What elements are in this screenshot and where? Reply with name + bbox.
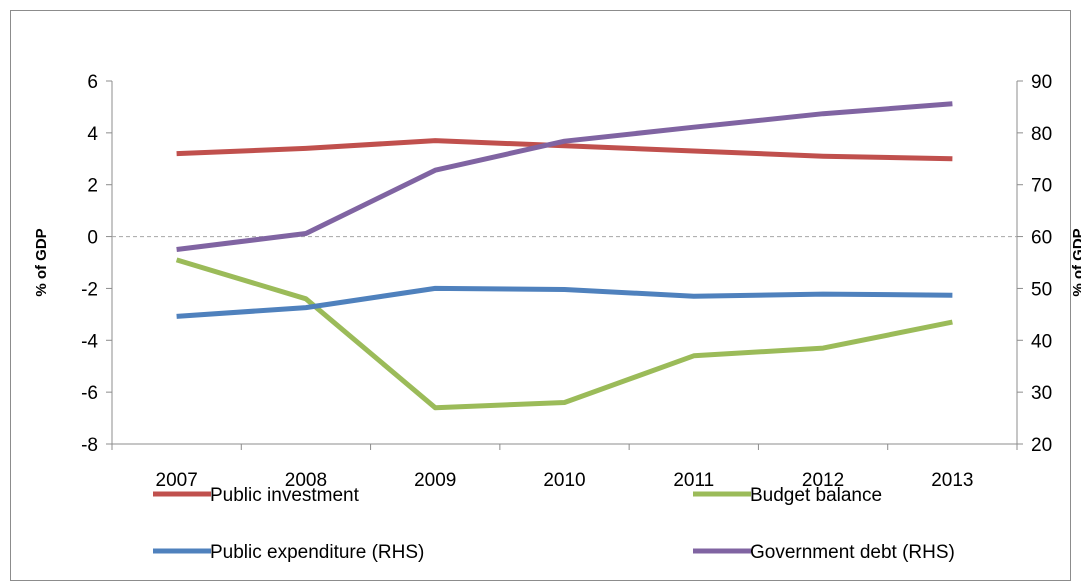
- right-tick-label: 40: [1031, 331, 1052, 352]
- right-tick-label: 20: [1031, 435, 1052, 456]
- x-tick-label: 2010: [543, 470, 585, 491]
- x-tick-label: 2008: [285, 470, 327, 491]
- x-tick-label: 2011: [673, 470, 714, 491]
- legend-label-budget-balance: Budget balance: [750, 485, 882, 506]
- right-tick-label: 30: [1031, 383, 1052, 404]
- right-tick-label: 90: [1031, 72, 1052, 93]
- x-tick-label: 2013: [931, 470, 973, 491]
- legend-label-public-expenditure-rhs: Public expenditure (RHS): [210, 542, 424, 563]
- left-tick-label: -6: [81, 383, 98, 404]
- legend-label-public-investment: Public investment: [210, 485, 360, 506]
- series-line-budget-balance: [175, 257, 953, 411]
- right-tick-label: 60: [1031, 228, 1052, 249]
- left-tick-label: -8: [81, 435, 98, 456]
- left-axis-title: % of GDP: [33, 228, 50, 296]
- right-tick-label: 70: [1031, 176, 1052, 197]
- x-tick-label: 2009: [414, 470, 456, 491]
- x-tick-label: 2012: [802, 470, 844, 491]
- legend-label-government-debt-rhs: Government debt (RHS): [750, 542, 955, 563]
- right-tick-label: 50: [1031, 279, 1052, 300]
- left-tick-label: 0: [87, 228, 98, 249]
- series-line-public-expenditure-rhs: [176, 285, 953, 319]
- left-tick-label: -2: [81, 279, 98, 300]
- series-line-public-investment: [176, 138, 953, 162]
- left-tick-label: 2: [87, 176, 98, 197]
- plot-area: -8 -6 -4 -2 0 2 4 6 20 30 40 50 60 70 80 90 2007 2008 2009…: [33, 72, 1081, 491]
- legend: Public investment Budget balance Public ex…: [153, 485, 955, 563]
- right-tick-label: 80: [1031, 124, 1052, 145]
- x-tick-label: 2007: [156, 470, 198, 491]
- left-tick-label: 4: [87, 124, 98, 145]
- left-tick-label: 6: [87, 72, 98, 93]
- series-line-government-debt-rhs: [176, 101, 953, 252]
- left-tick-label: -4: [81, 331, 98, 352]
- right-axis-title: % of GDP: [1070, 228, 1081, 296]
